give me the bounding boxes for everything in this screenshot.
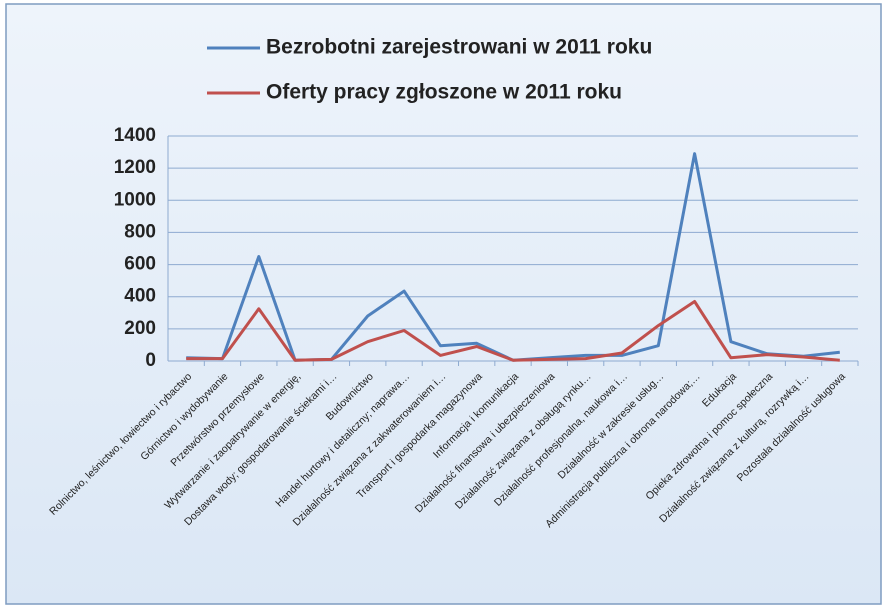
y-tick-label: 1400 (114, 125, 156, 146)
y-tick-label: 1200 (114, 157, 156, 178)
series-line (186, 300, 840, 362)
y-tick-label: 200 (124, 318, 156, 339)
y-tick-label: 1000 (114, 189, 156, 210)
y-tick-label: 400 (124, 286, 156, 307)
y-tick-label: 0 (145, 350, 156, 371)
legend-label: Bezrobotni zarejestrowani w 2011 roku (266, 36, 652, 59)
y-tick-label: 600 (124, 254, 156, 275)
legend-label: Oferty pracy zgłoszone w 2011 roku (266, 81, 622, 104)
y-tick-label: 800 (124, 221, 156, 242)
chart-frame (5, 3, 882, 605)
